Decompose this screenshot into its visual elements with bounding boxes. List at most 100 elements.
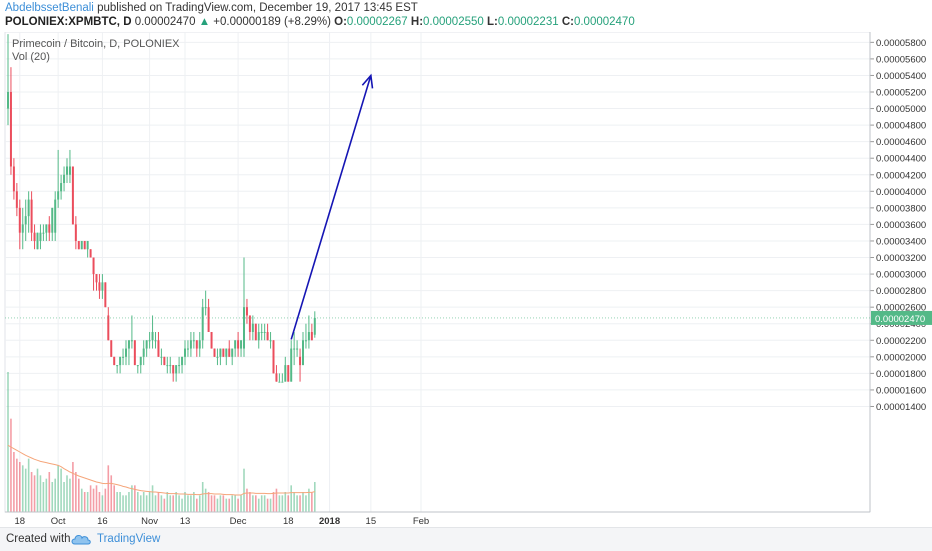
candle-body — [275, 373, 278, 382]
volume-bar — [302, 492, 304, 512]
x-tick-label: Oct — [51, 516, 66, 527]
volume-bar — [314, 482, 316, 512]
annotations: 0.00002470 — [5, 73, 932, 340]
volume-bar — [48, 472, 51, 512]
grid — [4, 32, 871, 513]
x-tick-label: 15 — [366, 516, 377, 527]
y-tick-label: 0.00002200 — [876, 336, 926, 347]
candle-body — [189, 340, 192, 349]
x-tick-label: 18 — [15, 516, 26, 527]
candle-body — [207, 307, 210, 332]
volume-bar — [246, 488, 248, 512]
candle-body — [7, 92, 9, 109]
x-tick-label: Feb — [413, 516, 429, 527]
projection-arrow-head — [361, 73, 374, 89]
volume-bar — [166, 492, 169, 512]
candle-body — [278, 381, 281, 383]
volume-bar — [169, 495, 172, 512]
candle-body — [175, 365, 178, 374]
y-tick-label: 0.00004400 — [876, 154, 926, 165]
candle-body — [113, 356, 116, 366]
candle-body — [234, 340, 237, 349]
y-tick-label: 0.00003800 — [876, 203, 926, 214]
volume-bar — [27, 458, 30, 512]
candle-body — [104, 282, 107, 308]
last-price-badge — [871, 310, 932, 325]
candle-body — [213, 348, 216, 357]
tradingview-cloud-icon[interactable] — [70, 532, 92, 546]
y-tick-label: 0.00001800 — [876, 369, 926, 380]
volume-bar — [51, 482, 54, 512]
candle-body — [119, 356, 122, 366]
volume-bar — [139, 495, 142, 512]
volume-bar — [237, 498, 239, 512]
candle-body — [222, 348, 225, 357]
candle-body — [304, 340, 307, 342]
candle-body — [125, 348, 127, 357]
candle-body — [36, 232, 39, 250]
high-label: H: — [410, 16, 424, 28]
volume-bar — [299, 495, 301, 512]
candle-body — [251, 323, 254, 332]
candle-body — [142, 348, 145, 357]
volume-bar — [57, 465, 59, 512]
candle-body — [263, 332, 266, 333]
volume-bar — [240, 495, 242, 512]
candle-body — [160, 356, 163, 358]
candle-body — [302, 340, 304, 366]
y-tick-label: 0.00003200 — [876, 253, 926, 264]
volume-bar — [255, 495, 257, 512]
author-link[interactable]: AbdelbssetBenali — [5, 2, 94, 14]
candle-body — [133, 340, 136, 366]
volume-bar — [278, 495, 281, 512]
volume-bar — [219, 495, 222, 512]
volume-bar — [228, 498, 231, 512]
y-tick-label: 0.00005400 — [876, 71, 926, 82]
candle-body — [83, 240, 86, 250]
candle-body — [157, 340, 160, 357]
candle-body — [127, 340, 130, 349]
candle-body — [116, 365, 119, 367]
volume-bar — [54, 478, 56, 512]
volume-bar — [7, 372, 9, 512]
volume-bar — [80, 488, 83, 512]
volume-bar — [275, 488, 278, 512]
x-tick-label: 16 — [97, 516, 108, 527]
volume-bar — [30, 472, 33, 512]
candle-body — [95, 274, 98, 283]
volume-bar — [263, 495, 266, 512]
x-tick-label: Nov — [141, 516, 158, 527]
volume-bar — [296, 495, 298, 512]
volume-bar — [19, 462, 21, 512]
volume-bar — [210, 495, 213, 512]
price-chart[interactable]: 0.00001400 0.00001600 0.00001800 0.00002000… — [0, 32, 932, 527]
candle-body — [39, 232, 42, 241]
volume-bar — [39, 475, 42, 512]
volume-bar — [66, 475, 68, 512]
volume-bar — [75, 472, 77, 512]
volume-bar — [104, 488, 107, 512]
candle-body — [71, 166, 74, 225]
candle-body — [21, 224, 24, 233]
candle-body — [186, 348, 189, 350]
candle-body — [145, 340, 148, 349]
candle-body — [154, 340, 157, 342]
y-tick-label: 0.00002800 — [876, 286, 926, 297]
volume-bar — [160, 495, 163, 512]
candle-body — [192, 340, 195, 342]
x-tick-label: 18 — [283, 516, 294, 527]
candle-body — [89, 249, 92, 258]
candle-body — [228, 348, 231, 357]
volume-bar — [231, 495, 233, 512]
candle-body — [169, 365, 172, 367]
volume-bar — [252, 495, 254, 512]
candle-body — [45, 224, 48, 233]
volume-bar — [193, 492, 195, 512]
tradingview-brand-link[interactable]: TradingView — [97, 533, 161, 545]
volume-bar — [36, 468, 39, 512]
volume-bar — [69, 478, 71, 512]
candle-body — [198, 340, 201, 349]
candle-body — [98, 282, 101, 291]
candle-body — [63, 174, 66, 184]
volume-bar — [293, 492, 295, 512]
